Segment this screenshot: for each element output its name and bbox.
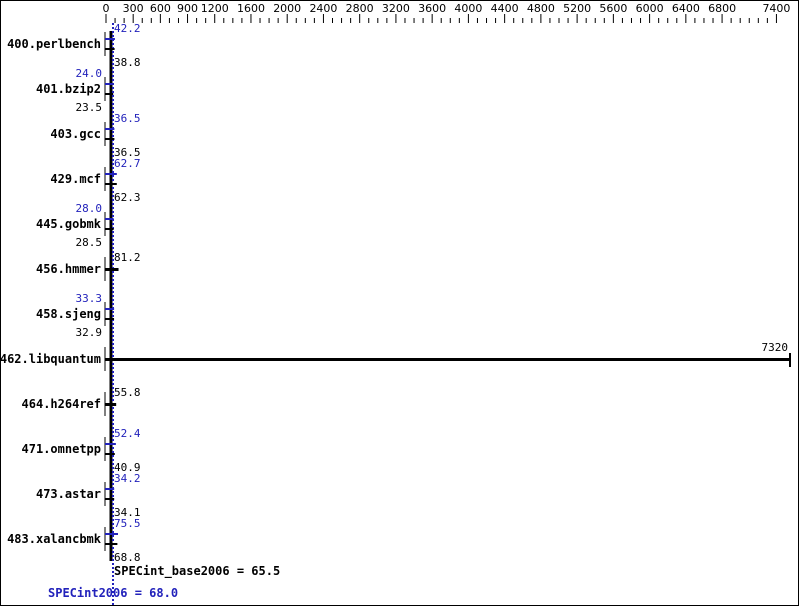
- base-value-label: 81.2: [114, 251, 141, 264]
- peak-value-label: 24.0: [76, 67, 103, 80]
- peak-summary-label: SPECint2006 = 68.0: [48, 586, 178, 600]
- benchmark-row: 471.omnetpp 52.4 40.9: [22, 427, 141, 474]
- benchmark-row: 400.perlbench 42.2 38.8: [7, 22, 140, 69]
- x-tick-label: 1200: [201, 2, 229, 15]
- x-tick-label: 2000: [273, 2, 301, 15]
- benchmark-label: 458.sjeng: [36, 307, 101, 321]
- benchmark-label: 445.gobmk: [36, 217, 102, 231]
- base-bar: [105, 403, 117, 406]
- benchmark-row: 458.sjeng 33.3 32.9: [36, 292, 115, 339]
- base-bar: [105, 183, 117, 185]
- peak-bar: [105, 533, 119, 535]
- benchmark-row: 429.mcf 62.7 62.3: [50, 157, 140, 204]
- benchmark-label: 403.gcc: [50, 127, 101, 141]
- peak-value-label: 75.5: [114, 517, 141, 530]
- peak-value-label: 62.7: [114, 157, 141, 170]
- benchmark-row: 464.h264ref 55.8: [22, 386, 141, 416]
- base-bar: [105, 453, 115, 455]
- benchmark-label: 401.bzip2: [36, 82, 101, 96]
- benchmark-label: 462.libquantum: [1, 352, 101, 366]
- x-tick-label: 4400: [491, 2, 519, 15]
- x-tick-label: 2400: [309, 2, 337, 15]
- base-value-label: 28.5: [76, 236, 103, 249]
- base-bar: [105, 268, 119, 271]
- x-tick-label: 600: [150, 2, 171, 15]
- benchmark-row: 483.xalancbmk 75.5 68.8: [7, 517, 140, 564]
- base-bar: [105, 48, 115, 50]
- x-tick-label: 6800: [708, 2, 736, 15]
- base-bar: [105, 228, 114, 230]
- base-bar: [105, 318, 115, 320]
- benchmark-row: 456.hmmer 81.2: [36, 251, 141, 281]
- benchmark-label: 456.hmmer: [36, 262, 101, 276]
- x-tick-label: 5200: [563, 2, 591, 15]
- benchmark-label: 464.h264ref: [22, 397, 101, 411]
- x-tick-label: 300: [123, 2, 144, 15]
- peak-value-label: 33.3: [76, 292, 103, 305]
- base-bar: [105, 358, 790, 361]
- base-value-label: 23.5: [76, 101, 103, 114]
- x-tick-label: 7400: [762, 2, 790, 15]
- benchmark-row: 403.gcc 36.5 36.5: [50, 112, 140, 159]
- x-tick-label: 900: [177, 2, 198, 15]
- base-summary-label: SPECint_base2006 = 65.5: [114, 564, 280, 579]
- benchmark-label: 400.perlbench: [7, 37, 101, 51]
- x-tick-label: 2800: [346, 2, 374, 15]
- benchmark-label: 429.mcf: [50, 172, 101, 186]
- base-value-label: 62.3: [114, 191, 141, 204]
- peak-bar: [105, 308, 115, 310]
- benchmark-row: 462.libquantum 7320: [1, 341, 791, 371]
- base-bar: [105, 138, 115, 140]
- peak-bar: [105, 218, 114, 220]
- peak-bar: [105, 488, 115, 490]
- peak-bar: [105, 128, 115, 130]
- x-tick-label: 6400: [672, 2, 700, 15]
- base-bar: [105, 93, 114, 95]
- peak-bar: [105, 443, 116, 445]
- peak-bar: [105, 83, 114, 85]
- x-tick-label: 3600: [418, 2, 446, 15]
- benchmark-row: 473.astar 34.2 34.1: [36, 472, 141, 519]
- peak-bar: [105, 38, 115, 40]
- benchmark-rows: 400.perlbench42.238.8401.bzip224.023.540…: [1, 22, 791, 564]
- x-tick-label: 4000: [454, 2, 482, 15]
- base-value-label: 34.1: [114, 506, 141, 519]
- peak-bar: [105, 173, 117, 175]
- base-value-label: 68.8: [114, 551, 141, 564]
- base-value-label: 40.9: [114, 461, 141, 474]
- peak-value-label: 42.2: [114, 22, 141, 35]
- base-value-label: 32.9: [76, 326, 103, 339]
- base-bar: [105, 498, 115, 500]
- benchmark-row: 445.gobmk 28.0 28.5: [36, 202, 114, 249]
- x-axis: 0 300 600 900 1200 1600 2000 2400 2800 3200 3600 40…: [103, 2, 790, 605]
- base-value-label: 55.8: [114, 386, 141, 399]
- benchmark-label: 471.omnetpp: [22, 442, 101, 456]
- base-value-label: 7320: [762, 341, 789, 354]
- peak-value-label: 36.5: [114, 112, 141, 125]
- x-tick-label: 4800: [527, 2, 555, 15]
- x-tick-label: 1600: [237, 2, 265, 15]
- peak-value-label: 34.2: [114, 472, 141, 485]
- base-bar: [105, 543, 118, 545]
- x-tick-label: 5600: [599, 2, 627, 15]
- benchmark-label: 483.xalancbmk: [7, 532, 102, 546]
- base-value-label: 36.5: [114, 146, 141, 159]
- x-tick-label: 3200: [382, 2, 410, 15]
- peak-value-label: 28.0: [76, 202, 103, 215]
- peak-value-label: 52.4: [114, 427, 141, 440]
- x-tick-label: 0: [103, 2, 110, 15]
- benchmark-row: 401.bzip2 24.0 23.5: [36, 67, 114, 114]
- benchmark-label: 473.astar: [36, 487, 101, 501]
- x-tick-label: 6000: [636, 2, 664, 15]
- base-value-label: 38.8: [114, 56, 141, 69]
